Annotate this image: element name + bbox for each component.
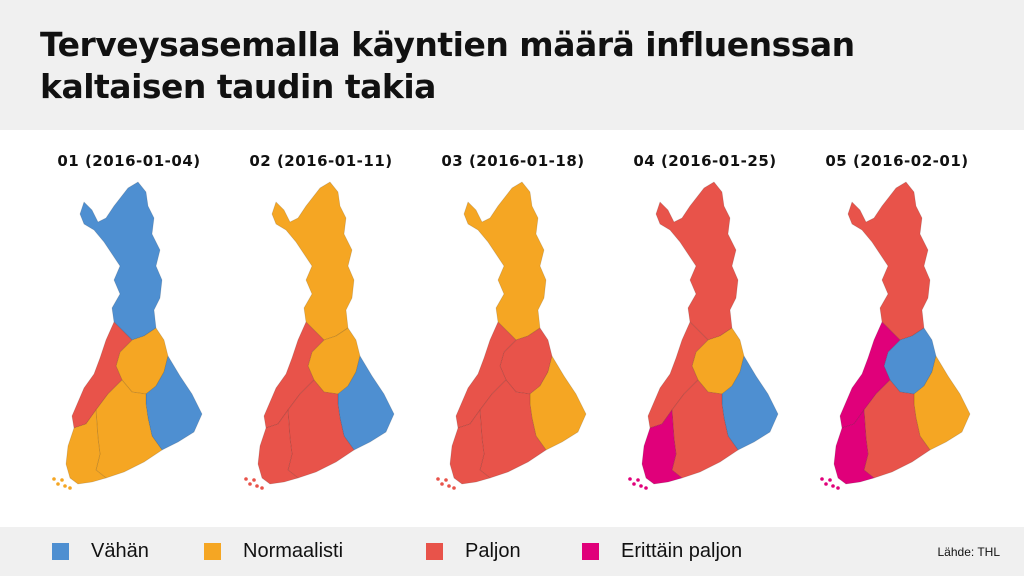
island (248, 482, 252, 486)
map-week-02: 02 (2016-01-11) (226, 148, 416, 503)
region-east (145, 355, 203, 451)
header: Terveysasemalla käyntien määrä influenss… (0, 0, 1024, 130)
legend-item-vahan: Vähän (52, 537, 149, 565)
map-label: 03 (2016-01-18) (441, 152, 585, 170)
legend-label: Vähän (91, 539, 149, 562)
island (260, 486, 264, 490)
title-line-2: kaltaisen taudin takia (40, 67, 436, 106)
legend-item-paljon: Paljon (426, 537, 521, 565)
legend-swatch (52, 542, 69, 560)
region-east (913, 355, 971, 451)
finland-map (436, 181, 587, 490)
island (252, 478, 256, 482)
region-southwest (449, 409, 491, 485)
map-label: 02 (2016-01-11) (249, 152, 393, 170)
island (820, 477, 824, 481)
region-east (337, 355, 395, 451)
island (440, 482, 444, 486)
map-week-05: 05 (2016-02-01) (802, 148, 992, 503)
island (447, 484, 451, 488)
island (831, 484, 835, 488)
region-north (271, 181, 355, 341)
island (452, 486, 456, 490)
island (63, 484, 67, 488)
map-week-03: 03 (2016-01-18) (418, 148, 608, 503)
legend-label: Paljon (465, 539, 521, 562)
legend-item-normaalisti: Normaalisti (204, 537, 343, 565)
finland-map (244, 181, 395, 490)
island (636, 478, 640, 482)
region-southwest (257, 409, 299, 485)
legend-swatch (204, 542, 221, 560)
region-north (847, 181, 931, 341)
finland-map (820, 181, 971, 490)
island (628, 477, 632, 481)
map-week-04: 04 (2016-01-25) (610, 148, 800, 503)
island (60, 478, 64, 482)
region-north (79, 181, 163, 341)
region-southwest (65, 409, 107, 485)
map-week-01: 01 (2016-01-04) (34, 148, 224, 503)
island (68, 486, 72, 490)
island (52, 477, 56, 481)
map-label: 01 (2016-01-04) (57, 152, 201, 170)
page-title: Terveysasemalla käyntien määrä influenss… (40, 24, 940, 108)
island (836, 486, 840, 490)
title-line-1: Terveysasemalla käyntien määrä influenss… (40, 25, 855, 64)
finland-map (628, 181, 779, 490)
legend-label: Normaalisti (243, 539, 344, 562)
legend-swatch (582, 542, 599, 560)
island (632, 482, 636, 486)
region-north (463, 181, 547, 341)
legend: Vähän Normaalisti Paljon Erittäin paljon… (0, 527, 1024, 576)
island (56, 482, 60, 486)
region-north (655, 181, 739, 341)
map-label: 04 (2016-01-25) (633, 152, 777, 170)
island (824, 482, 828, 486)
region-east (529, 355, 587, 451)
region-east (721, 355, 779, 451)
island (255, 484, 259, 488)
island (639, 484, 643, 488)
legend-item-erittain: Erittäin paljon (582, 537, 742, 565)
island (444, 478, 448, 482)
source-note: Lähde: THL (937, 545, 1001, 559)
finland-map (52, 181, 203, 490)
island (244, 477, 248, 481)
island (644, 486, 648, 490)
legend-label: Erittäin paljon (621, 539, 743, 562)
region-southwest (833, 409, 875, 485)
map-label: 05 (2016-02-01) (825, 152, 969, 170)
region-southwest (641, 409, 683, 485)
island (436, 477, 440, 481)
island (828, 478, 832, 482)
legend-swatch (426, 542, 443, 560)
